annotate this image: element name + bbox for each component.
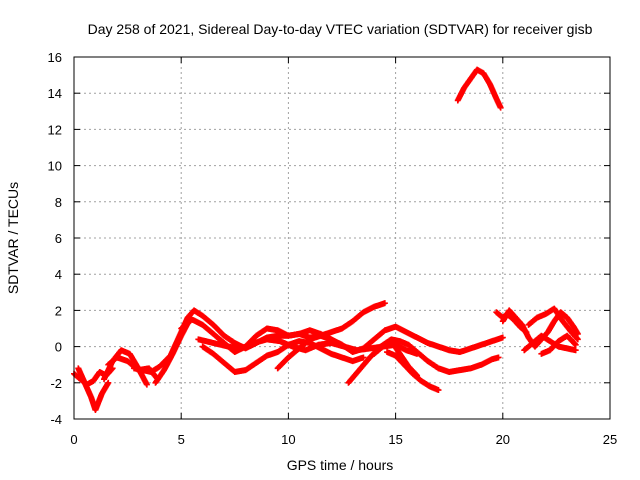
series-track-s — [538, 332, 579, 357]
data-point — [435, 387, 442, 394]
data-points — [71, 66, 581, 413]
y-tick-label: 8 — [55, 195, 62, 210]
series-track-b — [75, 365, 112, 413]
y-tick-label: 14 — [48, 86, 62, 101]
x-tick-label: 5 — [178, 432, 185, 447]
series-track-k — [345, 336, 502, 386]
grid — [74, 57, 610, 419]
series-track-p — [499, 307, 581, 350]
series-track-h — [199, 338, 367, 375]
data-point — [360, 354, 367, 361]
y-tick-label: 0 — [55, 340, 62, 355]
series-track-n — [454, 66, 504, 111]
x-tick-label: 0 — [70, 432, 77, 447]
y-tick-label: 10 — [48, 159, 62, 174]
data-point — [143, 381, 150, 388]
series-track-r — [525, 305, 581, 343]
y-tick-label: -4 — [50, 412, 62, 427]
data-point — [572, 341, 579, 348]
x-tick-label: 25 — [603, 432, 617, 447]
tick-labels: 0 5 10 15 20 25 -4 -2 0 2 4 6 8 10 12 14 16 — [48, 50, 618, 447]
y-axis-label: SDTVAR / TECUs — [5, 182, 21, 294]
series-track-j — [274, 323, 506, 372]
data-point — [414, 372, 421, 379]
data-point — [105, 379, 112, 386]
y-tick-label: 16 — [48, 50, 62, 65]
x-tick-label: 20 — [496, 432, 510, 447]
data-point — [572, 347, 579, 354]
y-tick-label: 12 — [48, 122, 62, 137]
y-tick-label: 4 — [55, 267, 62, 282]
data-point — [381, 300, 388, 307]
data-point — [495, 354, 502, 361]
series-track-g — [178, 316, 335, 356]
y-tick-label: 6 — [55, 231, 62, 246]
data-point — [499, 334, 506, 341]
series-track-m — [371, 338, 421, 379]
chart-title: Day 258 of 2021, Sidereal Day-to-day VTE… — [88, 21, 593, 37]
x-tick-label: 10 — [281, 432, 295, 447]
plot-frame — [73, 56, 611, 420]
x-tick-label: 15 — [388, 432, 402, 447]
data-point — [574, 336, 581, 343]
y-tick-label: -2 — [50, 376, 62, 391]
y-tick-label: 2 — [55, 303, 62, 318]
x-axis-label: GPS time / hours — [287, 457, 394, 473]
data-point — [497, 104, 504, 111]
